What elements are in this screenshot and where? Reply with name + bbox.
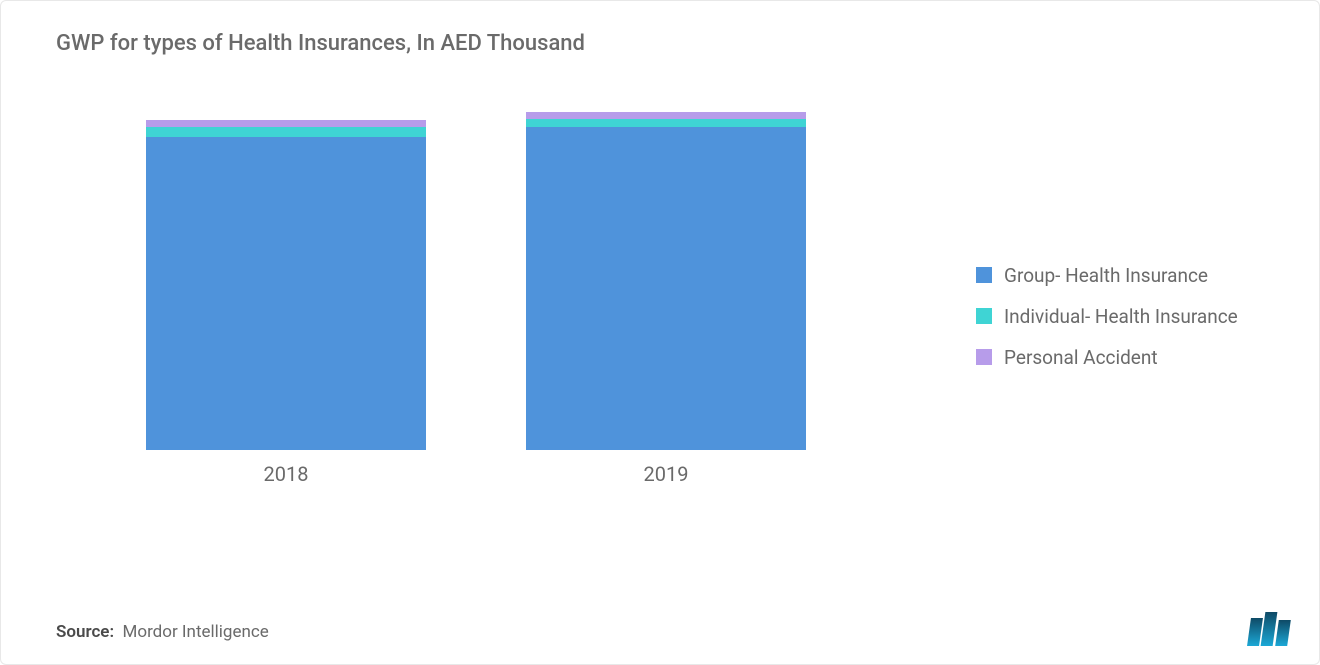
bar-stack-2018 xyxy=(146,120,426,450)
legend-label-group: Group- Health Insurance xyxy=(1004,264,1208,287)
legend-swatch-individual xyxy=(976,308,992,324)
bar-segment xyxy=(526,112,806,119)
chart-container: GWP for types of Health Insurances, In A… xyxy=(0,0,1320,665)
chart-title: GWP for types of Health Insurances, In A… xyxy=(56,31,1279,56)
legend-swatch-group xyxy=(976,267,992,283)
source-value: Mordor Intelligence xyxy=(123,622,269,642)
logo-bar-3 xyxy=(1275,620,1291,646)
bar-stack-2019 xyxy=(526,112,806,450)
bar-segment xyxy=(146,127,426,137)
bar-label-2018: 2018 xyxy=(264,462,309,486)
legend-swatch-personal xyxy=(976,349,992,365)
bar-segment xyxy=(146,120,426,127)
legend-label-individual: Individual- Health Insurance xyxy=(1004,305,1238,328)
chart-legend: Group- Health Insurance Individual- Heal… xyxy=(976,264,1238,369)
chart-plot-area: 2018 2019 xyxy=(56,106,896,526)
bar-segment xyxy=(526,119,806,128)
mordor-logo-icon xyxy=(1249,612,1289,646)
legend-label-personal: Personal Accident xyxy=(1004,346,1158,369)
source-label: Source: xyxy=(56,622,114,642)
bar-group-2019: 2019 xyxy=(526,112,806,486)
bar-group-2018: 2018 xyxy=(146,120,426,486)
chart-row: 2018 2019 Group- Health Insurance Indivi… xyxy=(56,106,1279,526)
source-attribution: Source: Mordor Intelligence xyxy=(56,622,269,642)
bar-label-2019: 2019 xyxy=(644,462,689,486)
legend-item-group: Group- Health Insurance xyxy=(976,264,1238,287)
legend-item-individual: Individual- Health Insurance xyxy=(976,305,1238,328)
bar-segment xyxy=(526,127,806,450)
legend-item-personal: Personal Accident xyxy=(976,346,1238,369)
bar-segment xyxy=(146,137,426,450)
